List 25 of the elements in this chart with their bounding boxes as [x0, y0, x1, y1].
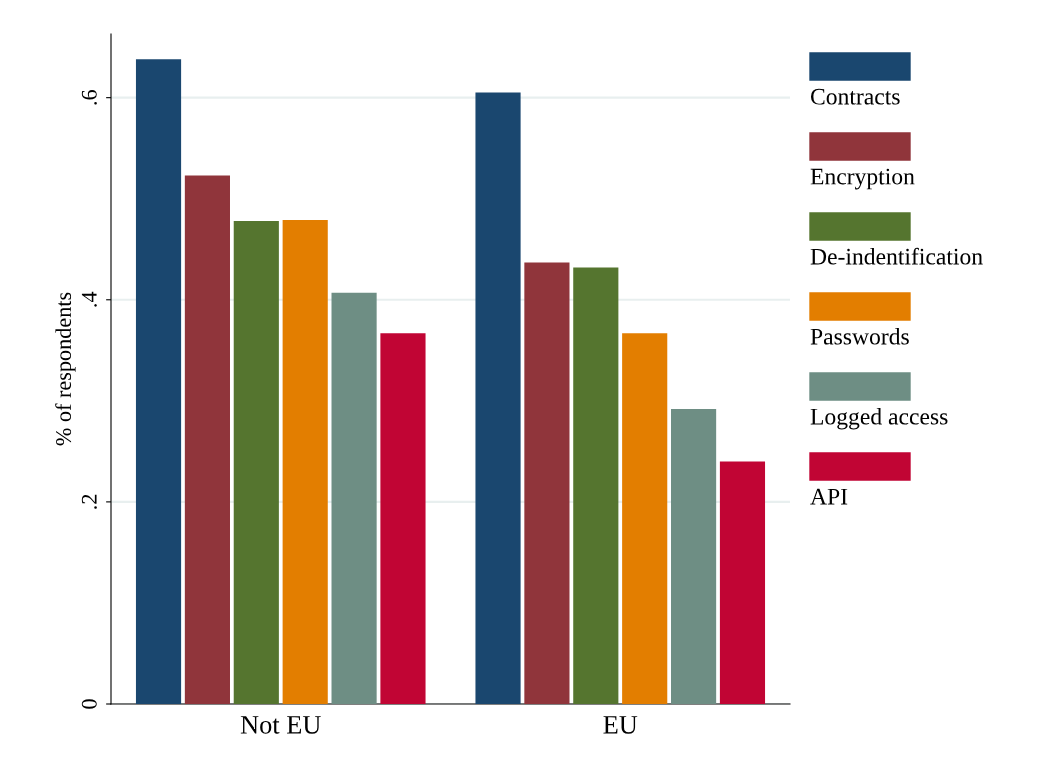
bar: [719, 461, 766, 704]
y-tick-label: .2: [81, 494, 97, 509]
bar: [184, 175, 230, 704]
bar: [671, 408, 717, 704]
x-tick-label: Not EU: [240, 716, 321, 734]
bar: [380, 333, 426, 704]
legend-label: De-indentification: [810, 247, 983, 265]
bar: [524, 262, 570, 704]
y-tick-label: .4: [81, 291, 97, 307]
y-axis-title: % of respondents: [55, 292, 76, 446]
legend-label: Encryption: [810, 168, 915, 190]
bar: [282, 219, 328, 704]
legend-label: Logged access: [810, 408, 948, 430]
x-tick-label: EU: [603, 716, 638, 734]
y-tick-label: 0: [81, 699, 97, 709]
bar: [331, 292, 377, 704]
legend-label: Contracts: [810, 88, 900, 105]
bar: [475, 92, 521, 704]
legend-label: Passwords: [810, 328, 909, 345]
legend-label: API: [810, 488, 848, 505]
y-tick-label: .6: [81, 90, 97, 105]
bar: [622, 333, 668, 704]
bar: [233, 220, 279, 704]
bar: [135, 59, 182, 704]
bar: [573, 267, 619, 704]
